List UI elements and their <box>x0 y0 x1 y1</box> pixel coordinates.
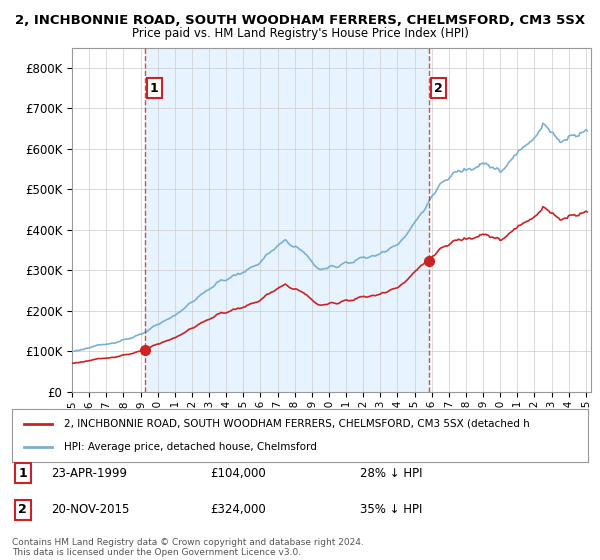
Text: 2: 2 <box>434 82 443 95</box>
Text: 28% ↓ HPI: 28% ↓ HPI <box>360 466 422 480</box>
Text: 20-NOV-2015: 20-NOV-2015 <box>51 503 130 516</box>
Text: £324,000: £324,000 <box>210 503 266 516</box>
Text: Price paid vs. HM Land Registry's House Price Index (HPI): Price paid vs. HM Land Registry's House … <box>131 27 469 40</box>
Text: 2, INCHBONNIE ROAD, SOUTH WOODHAM FERRERS, CHELMSFORD, CM3 5SX (detached h: 2, INCHBONNIE ROAD, SOUTH WOODHAM FERRER… <box>64 419 530 429</box>
Text: HPI: Average price, detached house, Chelmsford: HPI: Average price, detached house, Chel… <box>64 442 317 452</box>
Text: 35% ↓ HPI: 35% ↓ HPI <box>360 503 422 516</box>
Bar <box>145 48 429 392</box>
Text: 1: 1 <box>19 466 27 480</box>
Text: £104,000: £104,000 <box>210 466 266 480</box>
Text: 2, INCHBONNIE ROAD, SOUTH WOODHAM FERRERS, CHELMSFORD, CM3 5SX: 2, INCHBONNIE ROAD, SOUTH WOODHAM FERRER… <box>15 14 585 27</box>
Text: 2: 2 <box>19 503 27 516</box>
Text: Contains HM Land Registry data © Crown copyright and database right 2024.
This d: Contains HM Land Registry data © Crown c… <box>12 538 364 557</box>
Text: 1: 1 <box>150 82 158 95</box>
Text: 23-APR-1999: 23-APR-1999 <box>51 466 127 480</box>
